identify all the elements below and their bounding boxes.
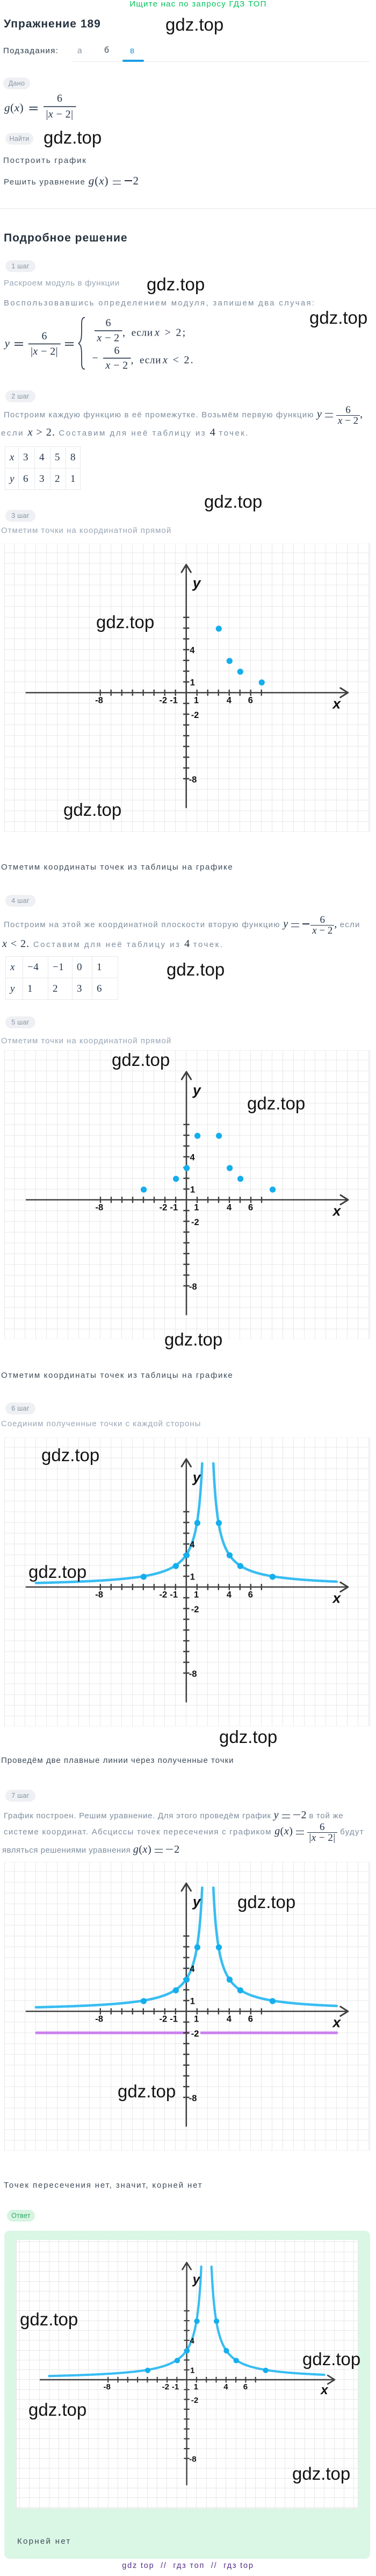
svg-text:x − 2: x − 2 (105, 360, 128, 372)
svg-text:,: , (122, 327, 125, 339)
svg-text:6: 6 (248, 1203, 253, 1213)
svg-text:y: y (192, 2273, 201, 2287)
svg-text:-1: -1 (170, 695, 178, 705)
svg-text:1: 1 (194, 2014, 199, 2024)
svg-text:1: 1 (190, 1572, 195, 1582)
svg-text:4: 4 (190, 1964, 195, 1974)
svg-text:x: x (331, 2014, 341, 2030)
svg-text:1: 1 (194, 1203, 199, 1213)
svg-text:4: 4 (190, 1153, 196, 1163)
svg-text:-2: -2 (159, 695, 167, 705)
svg-text:-1: -1 (170, 2014, 178, 2024)
svg-text:4: 4 (223, 2382, 228, 2392)
svg-text:4: 4 (227, 1590, 232, 1599)
svg-text:y: y (192, 1082, 201, 1098)
svg-text:1: 1 (194, 1590, 199, 1599)
svg-text:6: 6 (248, 1590, 253, 1599)
svg-text:если: если (132, 328, 153, 339)
svg-text:-1: -1 (170, 1590, 178, 1599)
svg-text:-2: -2 (191, 2029, 199, 2038)
svg-text:x: x (320, 2383, 329, 2397)
svg-text:-2: -2 (160, 1203, 168, 1213)
svg-text:4: 4 (227, 695, 232, 705)
svg-text:6: 6 (106, 317, 111, 329)
svg-text:-8: -8 (189, 2093, 197, 2103)
svg-text:-1: -1 (170, 1203, 178, 1213)
svg-text:6: 6 (114, 345, 120, 357)
svg-text:x: x (332, 1203, 342, 1219)
svg-text:1: 1 (190, 1185, 195, 1195)
svg-text:6: 6 (57, 92, 62, 104)
svg-text:если: если (140, 355, 161, 366)
svg-text:x < 2.: x < 2. (162, 354, 194, 366)
svg-text:1: 1 (194, 695, 199, 705)
svg-text:-8: -8 (189, 2455, 196, 2464)
svg-text:4: 4 (227, 1203, 232, 1213)
svg-text:1: 1 (190, 1996, 195, 2006)
svg-text:4: 4 (190, 1540, 195, 1549)
svg-text:-8: -8 (95, 1203, 103, 1213)
svg-text:-8: -8 (95, 2014, 103, 2024)
svg-text:-8: -8 (103, 2382, 110, 2392)
svg-text:6: 6 (248, 2014, 253, 2024)
svg-text:x − 2: x − 2 (96, 332, 119, 344)
svg-text:y: y (4, 337, 10, 350)
svg-text:g(x): g(x) (4, 101, 24, 114)
svg-text:1: 1 (190, 678, 195, 687)
svg-text:−: − (92, 352, 98, 364)
svg-text:-2: -2 (159, 1590, 167, 1599)
svg-text:4: 4 (190, 2337, 195, 2346)
svg-text:4: 4 (227, 2014, 232, 2024)
svg-text:x: x (331, 1590, 341, 1606)
svg-text:x: x (331, 695, 341, 711)
svg-text:1: 1 (190, 2366, 194, 2375)
svg-text:4: 4 (190, 645, 195, 655)
svg-text:y: y (192, 1469, 201, 1485)
svg-text:6: 6 (243, 2382, 248, 2392)
svg-text:-8: -8 (189, 1282, 197, 1292)
svg-text:-8: -8 (189, 1669, 197, 1678)
svg-text:-2: -2 (191, 1604, 199, 1614)
svg-text:-2: -2 (191, 2029, 199, 2038)
svg-text:-2: -2 (159, 2014, 167, 2024)
svg-text:-2: -2 (191, 710, 199, 720)
svg-text:-2: -2 (191, 2396, 198, 2405)
svg-text:-2: -2 (191, 1218, 199, 1227)
svg-text:6: 6 (248, 695, 253, 705)
svg-text:6: 6 (42, 330, 47, 342)
svg-text:|x − 2|: |x − 2| (31, 346, 58, 358)
svg-text:x > 2;: x > 2; (154, 327, 187, 339)
svg-text:|x − 2|: |x − 2| (46, 109, 74, 120)
svg-text:y: y (192, 1894, 201, 1910)
svg-text:-8: -8 (189, 775, 197, 785)
svg-text:-1: -1 (172, 2382, 179, 2392)
svg-text:-2: -2 (162, 2382, 169, 2392)
svg-text:1: 1 (194, 2382, 198, 2392)
svg-text:-8: -8 (95, 1590, 103, 1599)
svg-text:-8: -8 (95, 695, 103, 705)
svg-text:,: , (131, 354, 134, 366)
svg-text:y: y (192, 575, 201, 591)
